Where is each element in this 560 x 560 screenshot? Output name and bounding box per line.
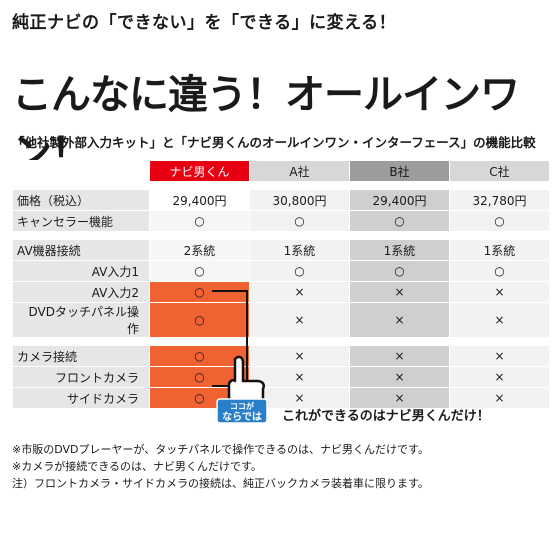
front-navi-otoko: ○ <box>149 366 250 388</box>
side-company-b: × <box>349 387 450 409</box>
av1-navi-otoko: ○ <box>149 260 250 282</box>
av2-company-c: × <box>449 281 550 303</box>
front-company-b: × <box>349 366 450 388</box>
av2-navi-otoko: ○ <box>149 281 250 303</box>
dvd-company-a: × <box>249 302 350 338</box>
badge-box <box>216 398 268 424</box>
header-company-b: B社 <box>349 160 450 182</box>
price-navi-otoko: 29,400円 <box>149 189 250 211</box>
footnotes: ※市販のDVDプレーヤーが、タッチパネルで操作できるのは、ナビ男くんだけです。 … <box>12 441 552 492</box>
canceller-navi-otoko: ○ <box>149 210 250 232</box>
dvd-navi-otoko: ○ <box>149 302 250 338</box>
row-label-price: 価格（税込） <box>12 189 150 211</box>
table-row-av1: AV入力1 ○ ○ ○ ○ <box>12 260 550 282</box>
table-row-camera: カメラ接続 ○ × × × <box>12 345 550 367</box>
table-row-front-camera: フロントカメラ ○ × × × <box>12 366 550 388</box>
header-company-a: A社 <box>249 160 350 182</box>
table-row-av: AV機器接続 2系統 1系統 1系統 1系統 <box>12 239 550 261</box>
camera-company-b: × <box>349 345 450 367</box>
table-header-row: ナビ男くん A社 B社 C社 <box>12 160 550 182</box>
av-company-b: 1系統 <box>349 239 450 261</box>
badge-bottom-text: ならでは <box>222 411 262 423</box>
dvd-company-b: × <box>349 302 450 338</box>
badge-top-text: ココが <box>230 401 255 411</box>
canceller-company-c: ○ <box>449 210 550 232</box>
row-label-av1: AV入力1 <box>12 260 150 282</box>
side-company-c: × <box>449 387 550 409</box>
table-row-av2: AV入力2 ○ × × × <box>12 281 550 303</box>
exclusive-callout: これができるのはナビ男くんだけ！ <box>282 409 490 424</box>
table-row-price: 価格（税込） 29,400円 30,800円 29,400円 32,780円 <box>12 189 550 211</box>
row-label-av: AV機器接続 <box>12 239 150 261</box>
header-navi-otoko: ナビ男くん <box>149 160 250 182</box>
canceller-company-a: ○ <box>249 210 350 232</box>
comparison-table: ナビ男くん A社 B社 C社 価格（税込） 29,400円 30,800円 29… <box>12 160 550 409</box>
av1-company-a: ○ <box>249 260 350 282</box>
price-company-b: 29,400円 <box>349 189 450 211</box>
av1-company-b: ○ <box>349 260 450 282</box>
comparison-subhead: 「他社製外部入力キット」と「ナビ男くんのオールインワン・インターフェース」の機能… <box>12 135 536 150</box>
camera-company-a: × <box>249 345 350 367</box>
row-label-side-camera: サイドカメラ <box>12 387 150 409</box>
footnote-camera: ※カメラが接続できるのは、ナビ男くんだけです。 <box>12 460 262 473</box>
av-navi-otoko: 2系統 <box>149 239 250 261</box>
footnote-restriction: 注）フロントカメラ・サイドカメラの接続は、純正バックカメラ装着車に限ります。 <box>12 477 429 490</box>
pointing-hand-badge: ココが ならでは <box>216 355 268 424</box>
table-row-canceller: キャンセラー機能 ○ ○ ○ ○ <box>12 210 550 232</box>
camera-company-c: × <box>449 345 550 367</box>
av-company-a: 1系統 <box>249 239 350 261</box>
av2-company-a: × <box>249 281 350 303</box>
front-company-c: × <box>449 366 550 388</box>
header-company-c: C社 <box>449 160 550 182</box>
dvd-company-c: × <box>449 302 550 338</box>
av1-company-c: ○ <box>449 260 550 282</box>
tagline: 純正ナビの「できない」を「できる」に変える！ <box>12 13 397 33</box>
footnote-dvd: ※市販のDVDプレーヤーが、タッチパネルで操作できるのは、ナビ男くんだけです。 <box>12 443 429 456</box>
row-label-av2: AV入力2 <box>12 281 150 303</box>
row-label-canceller: キャンセラー機能 <box>12 210 150 232</box>
row-label-dvd: DVDタッチパネル操作 <box>12 302 150 338</box>
canceller-company-b: ○ <box>349 210 450 232</box>
av-company-c: 1系統 <box>449 239 550 261</box>
table-row-dvd: DVDタッチパネル操作 ○ × × × <box>12 302 550 338</box>
price-company-c: 32,780円 <box>449 189 550 211</box>
side-company-a: × <box>249 387 350 409</box>
price-company-a: 30,800円 <box>249 189 350 211</box>
row-label-front-camera: フロントカメラ <box>12 366 150 388</box>
row-label-camera: カメラ接続 <box>12 345 150 367</box>
header-blank-cell <box>12 160 150 182</box>
av2-company-b: × <box>349 281 450 303</box>
